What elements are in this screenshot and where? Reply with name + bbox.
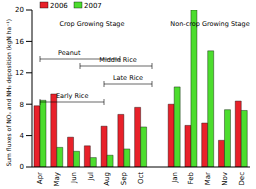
svg-text:Early Rice: Early Rice (56, 92, 88, 100)
svg-text:Middle Rice: Middle Rice (99, 56, 136, 64)
svg-text:12: 12 (15, 69, 24, 77)
svg-text:Mar: Mar (204, 172, 212, 185)
svg-text:May: May (53, 172, 61, 186)
svg-text:Sum fluxes of NOₓ and NH₃ depo: Sum fluxes of NOₓ and NH₃ deposition (kg… (8, 19, 13, 167)
svg-text:Non-crop Growing Stage: Non-crop Growing Stage (170, 20, 248, 28)
svg-text:0: 0 (20, 163, 24, 171)
svg-text:Late Rice: Late Rice (113, 74, 143, 82)
svg-text:Jan: Jan (171, 172, 179, 184)
svg-text:Peanut: Peanut (58, 49, 81, 57)
svg-text:Nov: Nov (221, 172, 229, 186)
svg-text:16: 16 (15, 38, 24, 46)
svg-text:2006: 2006 (50, 2, 68, 10)
svg-text:8: 8 (20, 101, 24, 109)
svg-text:Dec: Dec (238, 172, 246, 186)
svg-text:Crop Growing Stage: Crop Growing Stage (60, 20, 125, 28)
svg-text:Sep: Sep (120, 171, 128, 185)
svg-text:Jul: Jul (87, 172, 95, 182)
svg-text:Aug: Aug (103, 172, 111, 186)
svg-text:Oct: Oct (137, 172, 145, 184)
svg-text:20: 20 (15, 6, 24, 14)
svg-text:2007: 2007 (84, 2, 102, 10)
svg-text:4: 4 (20, 132, 25, 140)
svg-text:Feb: Feb (187, 171, 195, 184)
svg-text:Apr: Apr (36, 172, 44, 184)
svg-text:Jun: Jun (70, 172, 78, 184)
